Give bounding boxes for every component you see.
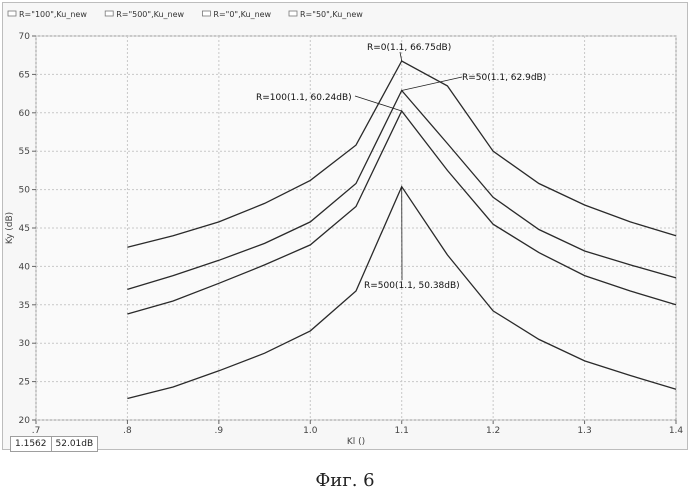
x-tick-label: .9: [215, 426, 224, 436]
y-tick-label: 20: [19, 416, 31, 426]
legend-swatch: [8, 11, 16, 16]
legend-label: R="100",Ku_new: [19, 10, 87, 19]
legend-label: R="0",Ku_new: [213, 10, 271, 19]
legend-swatch: [202, 11, 210, 16]
y-tick-label: 65: [19, 70, 30, 80]
annotation-label: R=100(1.1, 60.24dB): [256, 93, 352, 103]
x-axis-title: Kl (): [347, 437, 365, 447]
y-tick-label: 70: [19, 32, 31, 42]
legend-label: R="50",Ku_new: [300, 10, 363, 19]
figure-caption: Фиг. 6: [0, 470, 690, 491]
y-tick-label: 50: [19, 186, 31, 196]
x-tick-label: 1.1: [395, 426, 409, 436]
y-tick-label: 30: [19, 339, 31, 349]
y-tick-label: 25: [19, 378, 30, 388]
cursor-readout: 1.1562 52.01dB: [10, 436, 98, 452]
y-tick-label: 40: [19, 262, 31, 272]
annotation-label: R=500(1.1, 50.38dB): [364, 281, 460, 291]
x-tick-label: 1.4: [669, 426, 684, 436]
x-tick-label: .7: [32, 426, 41, 436]
y-axis-title: Ky (dB): [5, 212, 15, 244]
legend-swatch: [289, 11, 297, 16]
y-tick-label: 45: [19, 224, 30, 234]
x-tick-label: .8: [123, 426, 132, 436]
y-tick-label: 35: [19, 301, 30, 311]
y-tick-label: 60: [19, 109, 31, 119]
x-tick-label: 1.2: [486, 426, 500, 436]
x-tick-label: 1.0: [303, 426, 318, 436]
legend-swatch: [105, 11, 113, 16]
y-tick-label: 55: [19, 147, 30, 157]
x-tick-label: 1.3: [577, 426, 591, 436]
annotation-label: R=50(1.1, 62.9dB): [462, 73, 546, 83]
readout-y-value: 52.01dB: [51, 437, 98, 451]
readout-x-value: 1.1562: [11, 437, 51, 451]
legend-label: R="500",Ku_new: [116, 10, 184, 19]
annotation-label: R=0(1.1, 66.75dB): [367, 43, 451, 53]
